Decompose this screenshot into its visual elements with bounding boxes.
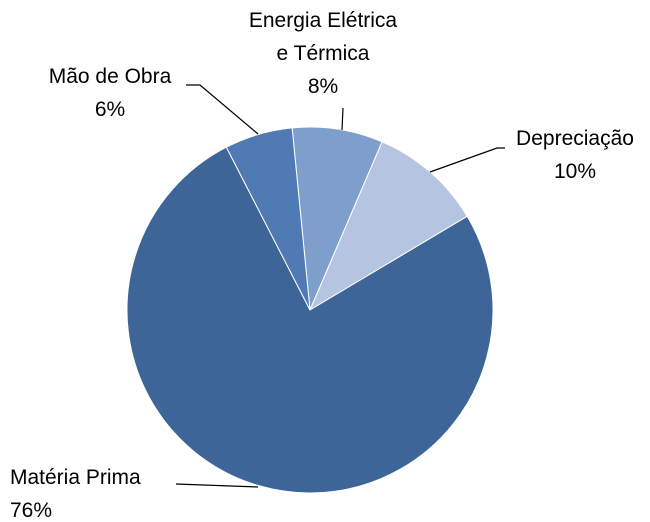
data-label: Mão de Obra 6% (30, 60, 190, 126)
category-label: Matéria Prima (10, 466, 141, 489)
percent-label: 76% (10, 499, 53, 522)
leader-line (175, 483, 259, 488)
leader-line (186, 84, 259, 135)
percent-label: 10% (553, 160, 597, 183)
category-label: Mão de Obra (48, 65, 172, 88)
leader-line (429, 147, 505, 173)
category-label: Depreciação (516, 127, 634, 150)
pie-slice (291, 126, 383, 311)
percent-label: 6% (94, 98, 126, 121)
pie-slice (225, 127, 311, 311)
data-label: Energia Elétrica e Térmica 8% (248, 4, 398, 103)
percent-label: 8% (307, 75, 339, 98)
data-label: Matéria Prima 76% (10, 461, 180, 522)
leader-line (341, 107, 344, 131)
data-label: Depreciação 10% (500, 122, 650, 188)
category-label: Energia Elétrica e Térmica (248, 9, 398, 65)
pie-slice (126, 146, 494, 494)
